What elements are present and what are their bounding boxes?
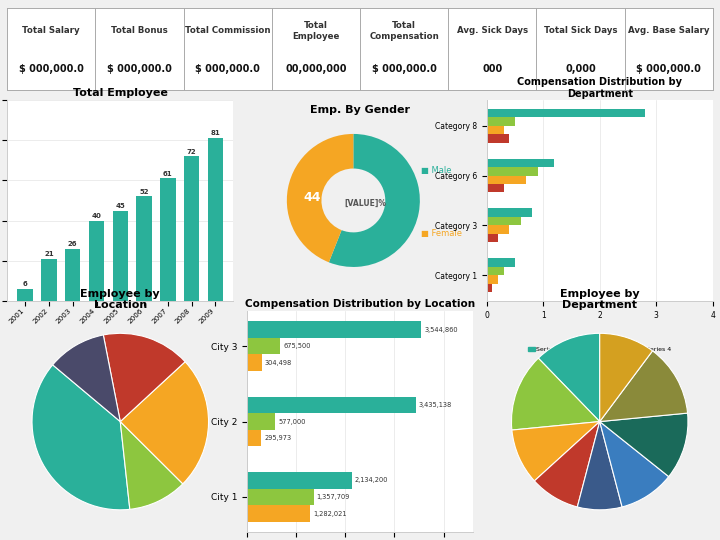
Text: $ 000,000.0: $ 000,000.0 — [19, 64, 84, 75]
Bar — [487, 267, 503, 275]
Title: Compensation Distribution by Location: Compensation Distribution by Location — [245, 299, 475, 309]
Title: Emp. By Gender: Emp. By Gender — [310, 105, 410, 115]
Text: 3,435,138: 3,435,138 — [419, 402, 452, 408]
Bar — [487, 275, 498, 284]
Text: 3,544,860: 3,544,860 — [424, 327, 458, 333]
Bar — [247, 321, 421, 338]
Text: [VALUE]%: [VALUE]% — [344, 199, 387, 208]
Bar — [207, 138, 223, 301]
Text: Total Bonus: Total Bonus — [111, 26, 168, 36]
Text: 26: 26 — [68, 241, 78, 247]
Bar — [17, 289, 33, 301]
Bar — [247, 489, 314, 505]
Wedge shape — [103, 333, 185, 422]
Bar — [487, 167, 538, 176]
Text: 40: 40 — [91, 213, 102, 219]
Text: 61: 61 — [163, 171, 173, 177]
Wedge shape — [600, 351, 688, 422]
Bar — [65, 249, 81, 301]
Bar — [487, 134, 509, 143]
Title: Employee by
Location: Employee by Location — [81, 289, 160, 310]
Text: $ 000,000.0: $ 000,000.0 — [372, 64, 436, 75]
Bar — [487, 284, 492, 292]
Wedge shape — [120, 422, 183, 509]
Text: Total
Compensation: Total Compensation — [369, 21, 439, 40]
Bar — [487, 225, 509, 234]
Bar — [487, 126, 503, 134]
Wedge shape — [53, 335, 120, 422]
Bar — [89, 221, 104, 301]
Title: Total Employee: Total Employee — [73, 87, 168, 98]
Wedge shape — [600, 333, 652, 422]
Bar — [487, 184, 503, 192]
Bar — [247, 472, 352, 489]
Text: Total Salary: Total Salary — [22, 26, 80, 36]
Wedge shape — [511, 358, 600, 430]
Title: Compensation Distribution by
Department: Compensation Distribution by Department — [517, 77, 683, 99]
Text: $ 000,000.0: $ 000,000.0 — [195, 64, 260, 75]
Bar — [487, 109, 645, 117]
Text: Total Commission: Total Commission — [185, 26, 271, 36]
Text: 2,134,200: 2,134,200 — [355, 477, 388, 483]
Text: 1,282,021: 1,282,021 — [313, 511, 346, 517]
Bar — [487, 117, 515, 126]
Text: Total Sick Days: Total Sick Days — [544, 26, 617, 36]
Text: ■ Male: ■ Male — [421, 166, 451, 175]
Text: 295,973: 295,973 — [264, 435, 292, 441]
Wedge shape — [600, 422, 669, 507]
Text: 45: 45 — [115, 203, 125, 209]
Text: 21: 21 — [44, 251, 54, 257]
Text: $ 000,000.0: $ 000,000.0 — [107, 64, 172, 75]
Bar — [136, 197, 152, 301]
Bar — [112, 211, 128, 301]
Bar — [487, 258, 515, 267]
Bar — [184, 156, 199, 301]
Wedge shape — [534, 422, 600, 507]
Text: Total
Employee: Total Employee — [292, 21, 340, 40]
Text: Avg. Base Salary: Avg. Base Salary — [628, 26, 709, 36]
Text: 304,498: 304,498 — [265, 360, 292, 366]
Wedge shape — [539, 333, 600, 422]
Bar — [160, 178, 176, 301]
Text: $ 000,000.0: $ 000,000.0 — [636, 64, 701, 75]
Bar — [247, 397, 416, 413]
Wedge shape — [512, 422, 600, 481]
Wedge shape — [577, 422, 622, 510]
Text: 675,500: 675,500 — [283, 343, 310, 349]
Legend: Series 1, Series 2, Series 3, Series 4: Series 1, Series 2, Series 3, Series 4 — [526, 344, 674, 354]
Text: 577,000: 577,000 — [278, 418, 306, 424]
Text: ■ Female: ■ Female — [421, 229, 462, 238]
Text: Avg. Sick Days: Avg. Sick Days — [456, 26, 528, 36]
Bar — [487, 217, 521, 225]
Text: 81: 81 — [210, 130, 220, 137]
Bar — [247, 430, 261, 447]
Title: Employee by
Department: Employee by Department — [560, 289, 639, 310]
Bar — [247, 413, 275, 430]
Text: 000: 000 — [482, 64, 503, 75]
Wedge shape — [120, 362, 209, 484]
Bar — [41, 259, 57, 301]
Bar — [247, 338, 280, 354]
Wedge shape — [287, 134, 354, 262]
Wedge shape — [32, 365, 130, 510]
Bar — [487, 176, 526, 184]
Text: 6: 6 — [23, 281, 27, 287]
Text: 44: 44 — [303, 191, 321, 204]
Wedge shape — [329, 134, 420, 267]
Bar — [247, 354, 262, 371]
Text: 1,357,709: 1,357,709 — [317, 494, 350, 500]
Bar — [487, 159, 554, 167]
Text: 72: 72 — [186, 148, 197, 154]
Bar — [247, 505, 310, 522]
Bar — [487, 208, 532, 217]
Text: 52: 52 — [139, 189, 149, 195]
Bar — [487, 234, 498, 242]
Text: 0,000: 0,000 — [565, 64, 596, 75]
Text: 00,000,000: 00,000,000 — [285, 64, 346, 75]
Wedge shape — [600, 413, 688, 477]
